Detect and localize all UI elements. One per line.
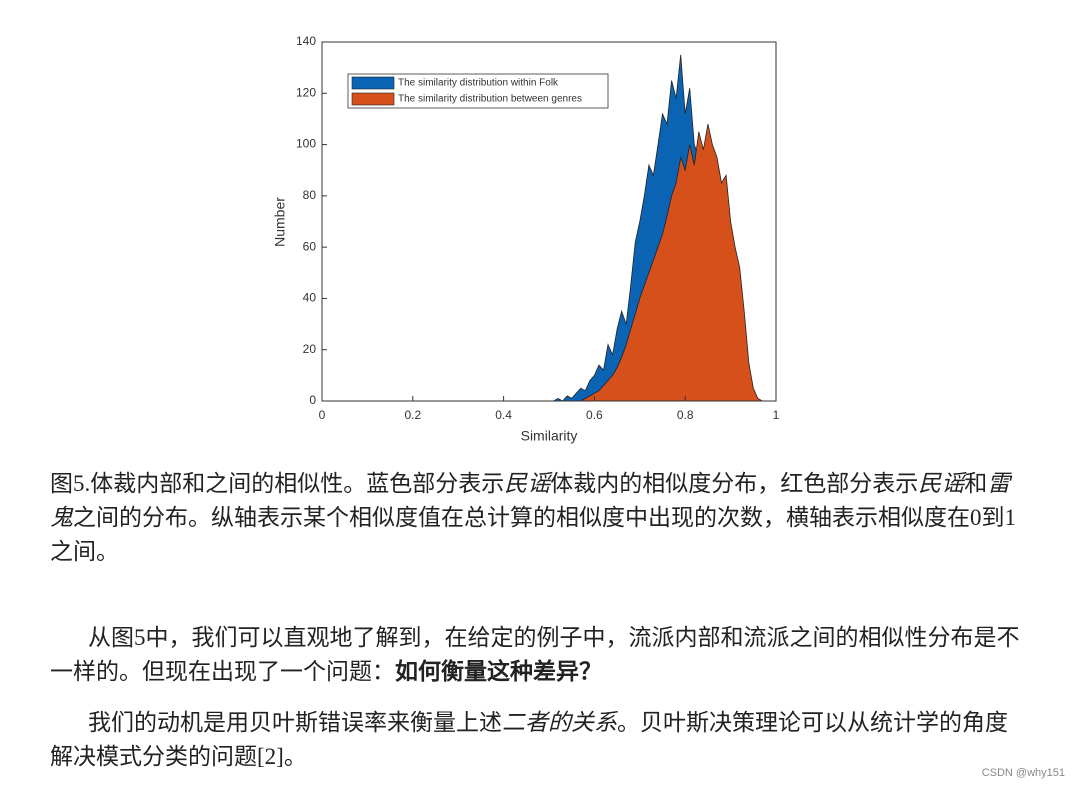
legend-swatch <box>351 92 395 106</box>
x-tick-label: 0.2 <box>404 408 421 422</box>
y-tick-label: 60 <box>303 239 317 253</box>
italic-text: 二者的关系 <box>501 710 617 735</box>
text: 。贝叶斯决策理论可以从统计学的角度解决模式分类的问题[2]。 <box>50 710 1008 769</box>
y-tick-label: 20 <box>303 342 317 356</box>
italic-text: 民谣 <box>918 471 965 496</box>
y-tick-label: 40 <box>303 291 317 305</box>
y-axis-label: Number <box>272 197 288 247</box>
y-tick-label: 120 <box>296 85 316 99</box>
paragraph: 从图5中，我们可以直观地了解到，在给定的例子中，流派内部和流派之间的相似性分布是… <box>50 621 1030 689</box>
plot-frame <box>321 41 777 402</box>
text: 图5.体裁内部和之间的相似性。蓝色部分表示 <box>50 471 505 496</box>
bold-text: 如何衡量这种差异？ <box>395 659 602 684</box>
text: 之间的分布。纵轴表示某个相似度值在总计算的相似度中出现的次数，横轴表示相似度在0… <box>50 505 1016 564</box>
chart: Similarity Number 0 20 40 60 80 100 120 140 0 0.2… <box>272 34 780 444</box>
area <box>549 124 764 402</box>
footer: CSDN @why151 <box>981 767 1065 779</box>
legend-label: The similarity distribution within Folk <box>398 78 559 89</box>
y-tick-label: 80 <box>303 188 317 202</box>
x-tick-label: 1 <box>773 408 780 422</box>
italic-text: 雷鬼 <box>50 471 1011 530</box>
text: 我们的动机是用贝叶斯错误率来衡量上述 <box>87 710 502 735</box>
legend-label: The similarity distribution between genr… <box>398 94 582 105</box>
x-tick-label: 0.4 <box>495 408 512 422</box>
x-tick-label: 0 <box>319 408 326 422</box>
x-axis-label: Similarity <box>521 428 578 444</box>
paragraph: 我们的动机是用贝叶斯错误率来衡量上述二者的关系。贝叶斯决策理论可以从统计学的角度… <box>50 706 1030 774</box>
text: 和 <box>964 471 988 496</box>
x-tick-label: 0.6 <box>586 408 603 422</box>
text: 从图5中，我们可以直观地了解到，在给定的例子中，流派内部和流派之间的相似性分布是… <box>50 625 1020 684</box>
legend-swatch <box>351 76 395 90</box>
y-tick-label: 0 <box>309 393 316 407</box>
y-tick-label: 100 <box>296 137 316 151</box>
caption: 图5.体裁内部和之间的相似性。蓝色部分表示民谣体裁内的相似度分布，红色部分表示民… <box>50 467 1030 569</box>
text: 体裁内的相似度分布，红色部分表示 <box>550 471 919 496</box>
x-tick-label: 0.8 <box>677 408 694 422</box>
italic-text: 民谣 <box>504 471 551 496</box>
y-tick-label: 140 <box>296 34 316 48</box>
